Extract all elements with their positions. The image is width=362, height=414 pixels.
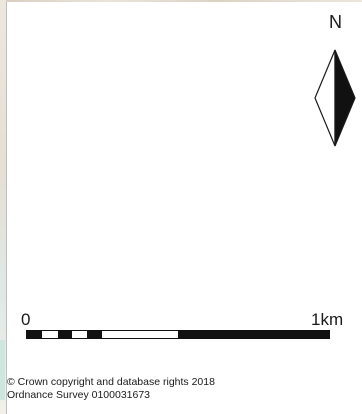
licence-line: Ordnance Survey 0100031673 bbox=[7, 389, 151, 401]
scale-segment-3 bbox=[58, 330, 72, 339]
north-label: N bbox=[329, 12, 342, 32]
scale-start-label: 0 bbox=[21, 310, 31, 329]
north-arrow-left-half bbox=[314, 49, 336, 147]
panel-divider bbox=[6, 2, 7, 414]
scale-segment-5 bbox=[87, 330, 102, 339]
scale-end-label: 1km bbox=[311, 310, 344, 329]
legend-panel bbox=[6, 2, 362, 414]
copyright-line: © Crown copyright and database rights 20… bbox=[7, 376, 215, 388]
scale-bar bbox=[26, 330, 330, 339]
map-edge-water bbox=[0, 340, 5, 400]
north-arrow-icon bbox=[314, 49, 356, 147]
scale-segment-7 bbox=[178, 330, 330, 339]
scale-segment-1 bbox=[26, 330, 42, 339]
map-edge-top bbox=[0, 0, 362, 2]
map-edge-left bbox=[0, 0, 6, 414]
north-arrow-right-half bbox=[334, 49, 356, 147]
attribution-text: © Crown copyright and database rights 20… bbox=[7, 376, 215, 402]
